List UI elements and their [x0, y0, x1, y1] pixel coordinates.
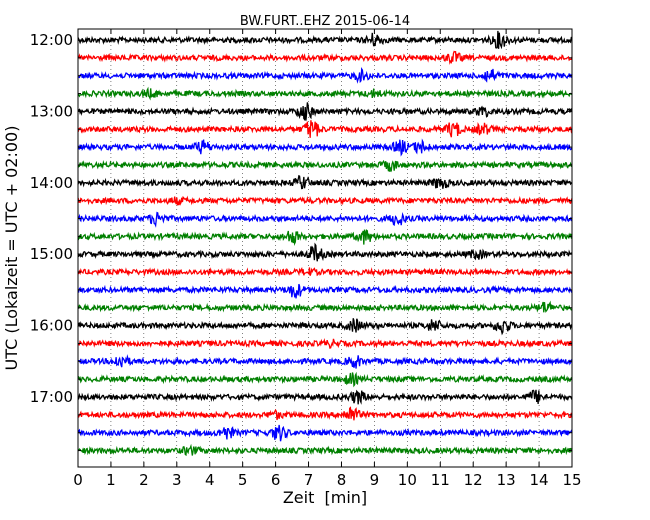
x-tick-label: 8	[337, 471, 347, 489]
x-tick-label: 15	[562, 471, 581, 489]
x-tick-label: 9	[370, 471, 380, 489]
x-axis: 0 1 2 3 4 5 6 7 8 9 10 11 12 13 14 15	[73, 29, 582, 489]
x-tick-label: 1	[106, 471, 116, 489]
seismic-trace	[77, 300, 573, 313]
x-tick-label: 4	[205, 471, 215, 489]
x-tick-label: 13	[497, 471, 516, 489]
x-tick-label: 3	[172, 471, 182, 489]
seismic-trace	[77, 406, 573, 421]
x-tick-label: 12	[464, 471, 483, 489]
seismic-trace	[77, 211, 573, 228]
x-tick-label: 7	[304, 471, 314, 489]
x-tick-label: 14	[530, 471, 549, 489]
seismic-trace	[77, 50, 573, 65]
x-tick-label: 2	[139, 471, 149, 489]
seismic-trace	[77, 102, 573, 122]
seismic-trace	[77, 229, 573, 247]
seismic-trace	[77, 354, 573, 369]
y-tick-label: 17:00	[30, 388, 73, 406]
seismic-trace	[77, 195, 573, 206]
seismic-trace	[77, 424, 573, 442]
x-axis-label: Zeit [min]	[283, 488, 367, 507]
seismic-trace	[77, 318, 573, 336]
seismic-trace	[77, 283, 573, 299]
y-tick-label: 15:00	[30, 245, 73, 263]
x-tick-label: 11	[431, 471, 450, 489]
seismic-trace	[77, 371, 573, 388]
y-tick-label: 16:00	[30, 317, 73, 335]
seismic-trace	[77, 30, 573, 50]
y-axis: 12:00 13:00 14:00 15:00 16:00 17:00	[30, 31, 572, 452]
x-tick-label: 10	[398, 471, 417, 489]
seismic-trace	[77, 138, 573, 157]
y-tick-label: 14:00	[30, 174, 73, 192]
seismic-trace	[77, 242, 573, 262]
seismic-trace	[77, 267, 573, 278]
seismic-trace	[77, 443, 573, 457]
y-axis-label: UTC (Lokalzeit = UTC + 02:00)	[2, 126, 21, 371]
seismic-trace	[77, 120, 573, 138]
x-tick-label: 0	[73, 471, 83, 489]
chart-title: BW.FURT..EHZ 2015-06-14	[240, 14, 410, 29]
seismic-trace	[77, 159, 573, 173]
seismic-trace	[77, 86, 573, 101]
y-tick-label: 13:00	[30, 102, 73, 120]
x-tick-label: 5	[238, 471, 248, 489]
seismic-trace	[77, 66, 573, 84]
seismic-trace	[77, 338, 573, 349]
seismic-trace	[77, 174, 573, 190]
seismic-trace	[77, 389, 573, 405]
y-tick-label: 12:00	[30, 31, 73, 49]
plot-frame	[77, 28, 573, 468]
seismic-traces	[77, 30, 573, 457]
x-tick-label: 6	[271, 471, 281, 489]
